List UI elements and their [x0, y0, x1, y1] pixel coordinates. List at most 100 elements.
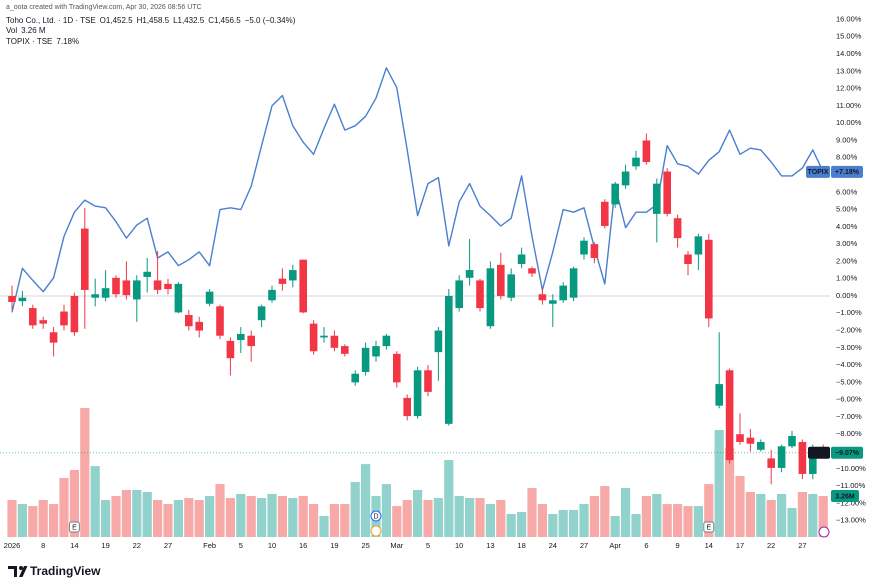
volume-bar [527, 487, 537, 537]
volume-bar [7, 500, 17, 537]
volume-bar [80, 408, 90, 537]
volume-bar [17, 504, 27, 537]
volume-bar [610, 516, 620, 537]
candle-body [361, 347, 370, 373]
x-tick-label: 27 [164, 541, 172, 550]
candle-body [382, 335, 391, 347]
candle-body [767, 458, 775, 468]
y-tick-label: −7.00% [836, 412, 862, 421]
ohlc-value: L1,432.5 [173, 16, 205, 25]
candle-body [559, 285, 567, 301]
volume-bar [28, 506, 38, 537]
y-tick-label: −3.00% [836, 343, 862, 352]
volume-bar [662, 504, 672, 537]
y-tick-label: 11.00% [836, 101, 861, 110]
x-tick-label: Mar [390, 541, 403, 550]
candle-body [372, 346, 380, 357]
candle-body [788, 435, 796, 447]
y-tick-label: −8.00% [836, 429, 862, 438]
event-label: E [72, 524, 77, 531]
volume-bar [215, 484, 225, 537]
candle-body [268, 289, 276, 301]
candle-body [60, 311, 68, 326]
y-tick-label: 9.00% [836, 135, 858, 144]
x-tick-label: 5 [239, 541, 243, 550]
candle-body [299, 259, 307, 313]
volume-bar [745, 491, 755, 537]
candle-body [653, 183, 661, 214]
volume-bar [69, 469, 79, 537]
volume-bar [433, 498, 443, 537]
volume-bar [714, 430, 724, 537]
volume-bar [319, 516, 329, 537]
volume-bar [225, 498, 235, 537]
volume-bar [267, 494, 277, 537]
x-tick-label: 25 [361, 541, 369, 550]
volume-bar [413, 489, 423, 537]
price-badge: −9.07% [835, 450, 860, 457]
volume-bar [361, 464, 371, 537]
candle-body [330, 335, 339, 348]
candle-body [549, 300, 557, 304]
credit: a_oota created with TradingView.com, Apr… [6, 4, 202, 11]
volume-bar [111, 496, 121, 537]
candle-body [257, 306, 266, 321]
candle-body [216, 306, 224, 336]
volume-bar [340, 504, 350, 537]
y-tick-label: 0.00% [836, 291, 858, 300]
candle-body [81, 228, 89, 290]
volume-bar [329, 504, 339, 537]
volume-bar [787, 507, 797, 537]
x-tick-label: 27 [798, 541, 806, 550]
candle-body [528, 268, 536, 274]
ohlc-value: O1,452.5 [100, 16, 133, 25]
candle-body [809, 447, 817, 474]
volume-bar [381, 484, 391, 537]
volume-bar [548, 513, 558, 537]
candle-body [226, 340, 235, 359]
volume-bar [194, 500, 204, 537]
volume-bar [704, 484, 714, 537]
candle-body [278, 278, 287, 284]
volume-bar [205, 496, 215, 537]
y-tick-label: 15.00% [836, 32, 862, 41]
volume-bar [121, 489, 131, 537]
volume-bar [277, 496, 287, 537]
volume-bar [132, 489, 142, 537]
volume-bar [725, 447, 735, 537]
volume-bar [49, 504, 59, 537]
volume-bar [423, 500, 433, 537]
candle-body [195, 321, 203, 331]
volume-bar [142, 491, 152, 537]
candle-body [465, 270, 474, 278]
dividend-icon [370, 525, 382, 537]
candle-body [746, 437, 755, 444]
x-tick-label: 22 [767, 541, 775, 550]
candle-body [736, 434, 744, 442]
candle-body [673, 218, 682, 239]
x-tick-label: Apr [609, 541, 621, 550]
volume-legend-value: 3.26 M [21, 26, 46, 35]
volume-bar [350, 482, 360, 537]
candle-body [247, 335, 255, 347]
y-tick-label: 2.00% [836, 256, 858, 265]
candle-body [445, 295, 453, 424]
volume-bar [777, 494, 787, 537]
header: a_oota created with TradingView.com, Apr… [6, 4, 296, 46]
candle-body [580, 240, 588, 255]
x-tick-label: 17 [736, 541, 744, 550]
candle-body [663, 171, 671, 214]
candle-body [632, 157, 640, 167]
y-tick-label: −12.00% [836, 498, 866, 507]
volume-bar [558, 509, 568, 537]
volume-bar [631, 513, 641, 537]
candle-body [777, 446, 786, 468]
y-tick-label: 12.00% [836, 84, 862, 93]
candle-body [205, 291, 214, 304]
volume-bar [818, 496, 828, 537]
volume-layer [7, 408, 828, 537]
y-tick-label: 8.00% [836, 153, 858, 162]
compare-symbol-badge-bg [806, 165, 830, 178]
volume-bar [693, 506, 703, 537]
